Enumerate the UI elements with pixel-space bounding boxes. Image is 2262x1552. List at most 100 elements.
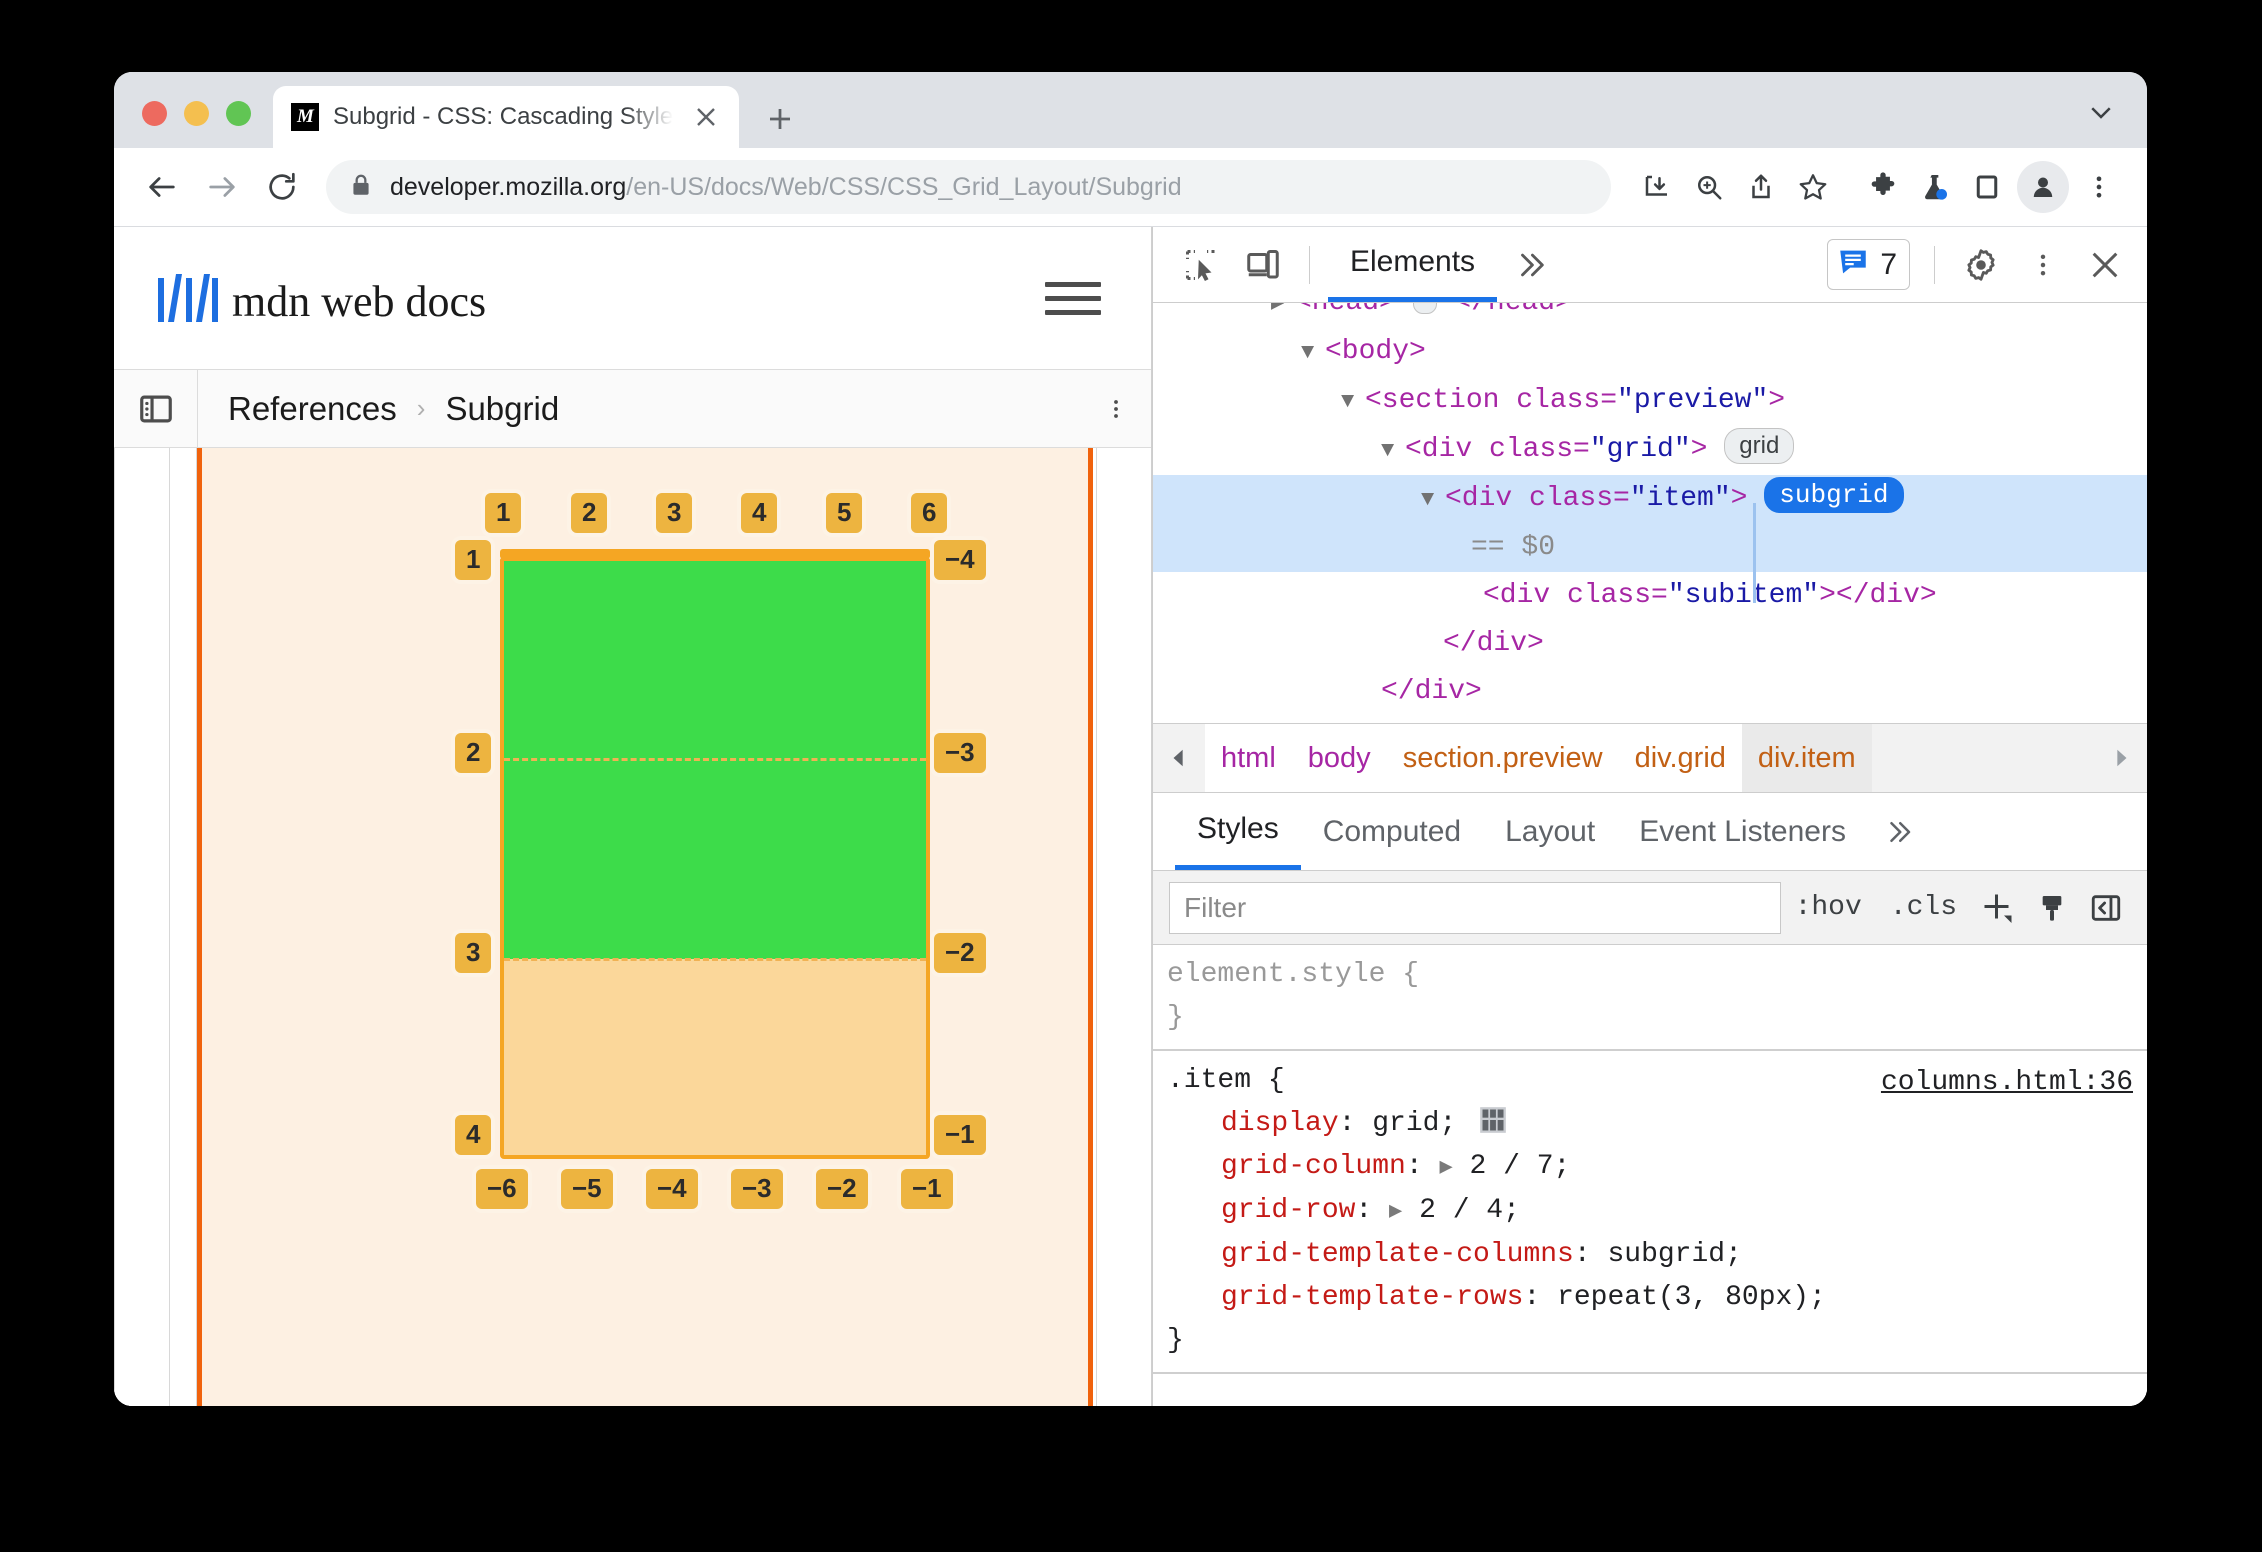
kebab-menu-icon[interactable] [1081,397,1151,421]
devtools-panel: Elements 7 [1152,227,2147,1406]
expand-triangle-icon[interactable]: ▶ [1439,1155,1453,1180]
css-rules-list[interactable]: element.style { } .item { columns.html:3… [1153,945,2147,1406]
subgrid-adorner-badge[interactable]: subgrid [1764,477,1904,513]
paintbrush-icon[interactable] [2025,882,2079,934]
forward-icon[interactable] [194,159,250,215]
breadcrumb-item-references[interactable]: References [228,389,397,427]
chevron-double-right-icon[interactable] [1868,793,1930,870]
tab-elements[interactable]: Elements [1328,227,1498,302]
chevron-right-icon[interactable] [2095,724,2147,792]
section-preview-element: 1 2 3 4 5 6 −6 −5 −4 −3 −2 −1 1 2 3 [197,448,1093,1406]
cls-toggle-button[interactable]: .cls [1889,892,1957,923]
tab-styles[interactable]: Styles [1175,793,1301,870]
css-declaration-grid-template-rows[interactable]: grid-template-rows: repeat(3, 80px); [1221,1282,1826,1313]
address-bar[interactable]: developer.mozilla.org/en-US/docs/Web/CSS… [326,160,1611,214]
bookmark-star-icon[interactable] [1787,161,1839,213]
css-property-name[interactable]: grid-template-rows [1221,1282,1524,1313]
css-property-value[interactable]: repeat(3, 80px); [1557,1282,1826,1313]
dom-tree[interactable]: ▶ <head> ⋯ </head> ▼ <body> ▼ <section clas… [1153,303,2147,723]
twisty-expanded-icon[interactable]: ▼ [1341,389,1355,414]
hamburger-icon[interactable] [1045,281,1101,315]
layout-guide-line [196,448,197,1406]
gear-icon[interactable] [1953,237,2009,293]
tab-layout[interactable]: Layout [1505,814,1596,848]
styles-pane-tabs: Styles Computed Layout Event Listeners [1153,793,2147,871]
css-selector-element-style[interactable]: element.style { [1167,959,1420,990]
css-property-name[interactable]: grid-row [1221,1195,1356,1226]
share-icon[interactable] [1735,161,1787,213]
dom-node-head[interactable]: ▶ <head> ⋯ </head> [1153,303,2147,328]
twisty-expanded-icon[interactable]: ▼ [1421,487,1435,512]
hov-toggle-button[interactable]: :hov [1794,892,1862,923]
css-property-value[interactable]: grid; [1372,1108,1457,1139]
minimize-window-button[interactable] [184,101,209,126]
tab-computed[interactable]: Computed [1322,814,1462,848]
chevron-left-icon[interactable] [1153,724,1205,792]
profile-avatar-icon[interactable] [2017,161,2069,213]
install-icon[interactable] [1631,161,1683,213]
dom-attr-section-class: "preview" [1617,385,1769,416]
css-declaration-display[interactable]: display: grid; [1167,1102,2147,1145]
css-declaration-grid-row[interactable]: grid-row: ▶ 2 / 4; [1221,1195,1520,1226]
extensions-puzzle-icon[interactable] [1857,161,1909,213]
mdn-logo[interactable]: mdn web docs [154,272,486,324]
dom-node-div-grid[interactable]: ▼ <div class="grid"> grid [1153,426,2147,475]
chrome-menu-icon[interactable] [2073,161,2125,213]
issues-badge[interactable]: 7 [1827,239,1910,290]
css-rule-origin-link[interactable]: columns.html:36 [1880,1067,2133,1098]
dom-breadcrumb-body[interactable]: body [1291,724,1387,792]
kebab-menu-icon[interactable] [2015,237,2071,293]
reload-icon[interactable] [254,159,310,215]
css-property-name[interactable]: grid-column [1221,1151,1406,1182]
css-property-name[interactable]: grid-template-columns [1221,1239,1574,1270]
css-property-value[interactable]: 2 / 7; [1469,1151,1571,1182]
dom-breadcrumb-html[interactable]: html [1205,724,1292,792]
twisty-collapsed-icon[interactable]: ▶ [1271,303,1285,316]
grid-line-badge-row-right: −1 [934,1115,986,1155]
css-property-value[interactable]: subgrid; [1607,1239,1742,1270]
tab-search-chevron-down-icon[interactable] [2081,92,2121,132]
sidebar-toggle-icon[interactable] [114,370,198,447]
grid-adorner-badge[interactable]: grid [1724,428,1795,464]
css-property-name[interactable]: display [1221,1108,1339,1139]
expand-triangle-icon[interactable]: ▶ [1389,1199,1403,1224]
zoom-icon[interactable] [1683,161,1735,213]
twisty-expanded-icon[interactable]: ▼ [1301,340,1315,365]
css-rule-element-style[interactable]: element.style { } [1153,945,2147,1051]
plus-icon[interactable] [1971,882,2025,934]
dom-node-div-item[interactable]: ▼ <div class="item"> subgrid [1153,475,2147,524]
close-devtools-icon[interactable] [2077,237,2133,293]
twisty-expanded-icon[interactable]: ▼ [1381,438,1395,463]
css-declaration-grid-template-columns[interactable]: grid-template-columns: subgrid; [1221,1239,1742,1270]
dom-node-div-subitem[interactable]: <div class="subitem"></div> [1153,572,2147,620]
panel-toggle-icon[interactable] [2079,882,2133,934]
maximize-window-button[interactable] [226,101,251,126]
css-declaration-grid-column[interactable]: grid-column: ▶ 2 / 7; [1221,1151,1571,1182]
chevron-double-right-icon[interactable] [1503,237,1559,293]
dom-node-section-preview[interactable]: ▼ <section class="preview"> [1153,377,2147,426]
inspect-element-icon[interactable] [1173,237,1229,293]
dom-breadcrumb-div-grid[interactable]: div.grid [1618,724,1742,792]
layout-guide-line [114,448,115,1406]
dom-breadcrumb-section-preview[interactable]: section.preview [1386,724,1619,792]
close-tab-icon[interactable] [687,98,725,136]
tab-event-listeners[interactable]: Event Listeners [1639,814,1846,848]
dom-node-body[interactable]: ▼ <body> [1153,328,2147,377]
collapsed-children-icon[interactable]: ⋯ [1412,303,1438,314]
css-rule-item[interactable]: .item { columns.html:36 display: grid; [1153,1051,2147,1374]
toolbar-divider [1309,245,1310,284]
grid-swatch-icon[interactable] [1479,1106,1507,1134]
close-window-button[interactable] [142,101,167,126]
experiments-flask-icon[interactable] [1909,161,1961,213]
dom-breadcrumb-div-item[interactable]: div.item [1741,724,1872,792]
grid-line-badge-row-right: −4 [934,540,986,580]
css-property-value[interactable]: 2 / 4; [1419,1195,1520,1226]
new-tab-button[interactable] [761,100,799,138]
side-panel-icon[interactable] [1961,161,2013,213]
device-toolbar-icon[interactable] [1235,237,1291,293]
browser-tab[interactable]: M Subgrid - CSS: Cascading Style [273,86,740,148]
back-icon[interactable] [134,159,190,215]
css-selector-item[interactable]: .item { [1167,1065,1285,1096]
dom-tag-div: <div class= [1483,580,1668,611]
styles-filter-input[interactable]: Filter [1169,881,1781,934]
